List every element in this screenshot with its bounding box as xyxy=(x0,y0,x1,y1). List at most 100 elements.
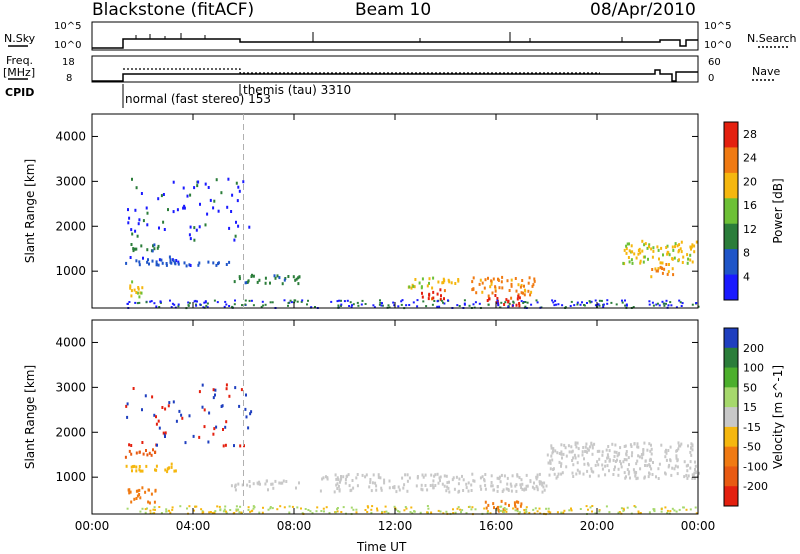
nave-line xyxy=(123,68,600,74)
echo-cell xyxy=(300,300,303,303)
echo-cell xyxy=(633,505,636,507)
echo-cell xyxy=(229,509,232,511)
echo-cell xyxy=(276,508,279,511)
echo-cell xyxy=(416,299,419,302)
echo-cell xyxy=(222,428,224,431)
echo-cell xyxy=(536,510,539,513)
freq-tick-top: 18 xyxy=(62,57,75,68)
echo-cell xyxy=(598,449,601,453)
echo-cell xyxy=(606,464,609,468)
beam-title: Beam 10 xyxy=(355,0,432,20)
echo-cell xyxy=(616,458,618,462)
echo-cell xyxy=(505,510,508,513)
echo-cell xyxy=(443,297,445,301)
echo-cell xyxy=(628,242,630,246)
echo-cell xyxy=(187,301,190,304)
echo-cell xyxy=(220,191,223,195)
echo-cell xyxy=(256,280,259,284)
echo-cell xyxy=(545,507,548,510)
echo-cell xyxy=(428,292,431,296)
echo-cell xyxy=(486,510,489,513)
echo-cell xyxy=(344,478,347,481)
echo-cell xyxy=(400,300,403,303)
echo-cell xyxy=(172,400,175,404)
echo-cell xyxy=(655,303,658,306)
echo-cell xyxy=(533,481,535,485)
echo-cell xyxy=(330,300,333,303)
echo-cell xyxy=(677,447,680,451)
echo-cell xyxy=(141,408,143,412)
colorbar-label: Velocity [m s^-1] xyxy=(771,365,785,469)
echo-cell xyxy=(154,468,156,472)
echo-cell xyxy=(144,490,147,494)
echo-cell xyxy=(522,291,524,295)
echo-cell xyxy=(441,281,444,285)
echo-cell xyxy=(125,261,128,265)
echo-cell xyxy=(340,303,343,306)
echo-cell xyxy=(536,475,539,479)
echo-cell xyxy=(492,502,495,506)
echo-cell xyxy=(673,256,676,260)
echo-cell xyxy=(225,511,228,514)
echo-cell xyxy=(519,483,522,487)
echo-cell xyxy=(136,291,139,295)
echo-cell xyxy=(543,481,546,485)
echo-cell xyxy=(643,255,646,259)
echo-cell xyxy=(196,184,199,188)
echo-cell xyxy=(272,486,275,490)
echo-cell xyxy=(138,488,141,492)
echo-cell xyxy=(287,304,289,307)
echo-cell xyxy=(608,449,611,453)
echo-cell xyxy=(126,507,129,510)
echo-cell xyxy=(282,479,285,483)
nsearch-tick-top: 10^5 xyxy=(704,21,731,32)
echo-cell xyxy=(615,450,618,454)
echo-cell xyxy=(617,511,620,514)
echo-cell xyxy=(343,300,346,303)
echo-cell xyxy=(663,304,666,307)
echo-cell xyxy=(650,447,653,451)
echo-cell xyxy=(398,488,401,492)
echo-cell xyxy=(520,284,523,287)
echo-cell xyxy=(365,473,368,477)
echo-cell xyxy=(658,304,661,307)
echo-cell xyxy=(447,299,449,302)
echo-cell xyxy=(552,467,555,471)
echo-cell xyxy=(213,199,216,203)
echo-cell xyxy=(169,260,172,264)
echo-cell xyxy=(336,487,339,490)
echo-cell xyxy=(601,453,604,457)
echo-cell xyxy=(235,505,238,508)
echo-cell xyxy=(457,482,460,486)
echo-cell xyxy=(680,442,683,446)
echo-cell xyxy=(278,481,281,485)
echo-cell xyxy=(637,249,640,252)
echo-cell xyxy=(649,449,652,453)
echo-cell xyxy=(169,258,172,262)
echo-cell xyxy=(625,458,628,462)
echo-cell xyxy=(499,509,502,512)
echo-cell xyxy=(673,509,676,512)
echo-cell xyxy=(575,445,578,449)
echo-cell xyxy=(426,505,429,507)
echo-cell xyxy=(166,470,169,474)
echo-cell xyxy=(145,301,148,304)
echo-cell xyxy=(212,206,215,210)
echo-cell xyxy=(179,505,182,508)
echo-cell xyxy=(532,508,535,511)
echo-cell xyxy=(591,444,594,448)
echo-cell xyxy=(130,294,133,298)
echo-cell xyxy=(348,484,351,488)
echo-cell xyxy=(463,303,466,306)
echo-cell xyxy=(252,482,255,486)
echo-cell xyxy=(530,290,533,294)
echo-cell xyxy=(572,475,575,478)
echo-cell xyxy=(598,304,601,307)
echo-cell xyxy=(421,473,424,477)
echo-cell xyxy=(240,511,243,514)
echo-cell xyxy=(428,281,430,285)
echo-cell xyxy=(521,482,524,486)
echo-cell xyxy=(620,462,622,466)
echo-cell xyxy=(686,261,689,265)
echo-cell xyxy=(470,508,473,511)
